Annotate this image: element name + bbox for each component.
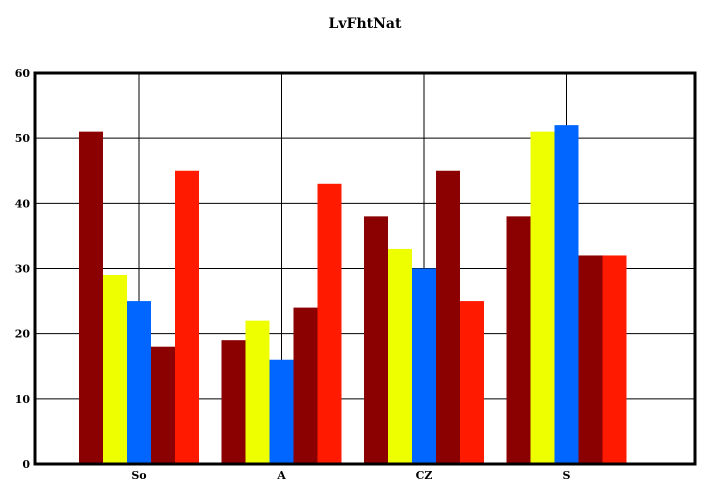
bar-series-2-a — [245, 320, 270, 464]
y-tick-label: 40 — [15, 197, 31, 210]
bar-series-5-s — [602, 255, 627, 464]
x-tick-label: CZ — [416, 469, 433, 482]
bar-series-5-a — [317, 183, 342, 465]
bar-series-5-cz — [460, 301, 484, 464]
x-tick-label: S — [563, 469, 571, 482]
bar-series-3-s — [554, 125, 579, 464]
y-tick-label: 0 — [22, 458, 30, 471]
bar-series-4-so — [151, 346, 175, 464]
x-tick-label: So — [131, 469, 146, 482]
bar-series-5-so — [175, 170, 199, 464]
bar-series-3-cz — [412, 268, 436, 464]
y-tick-label: 10 — [15, 393, 31, 406]
y-tick-label: 60 — [15, 67, 31, 80]
y-tick-label: 20 — [15, 328, 31, 341]
bar-series-1-a — [221, 340, 246, 464]
bar-series-2-so — [103, 275, 127, 464]
chart-title: LvFhtNat — [329, 16, 402, 32]
bar-series-3-a — [269, 359, 294, 464]
bar-series-1-cz — [364, 216, 388, 464]
bar-series-3-so — [127, 301, 151, 464]
y-axis-ticks: 0 10 20 30 40 50 60 — [15, 67, 31, 471]
bar-series-1-so — [79, 131, 103, 464]
bar-series-4-cz — [436, 170, 460, 464]
x-axis-labels: So A CZ S — [131, 469, 570, 482]
bar-series-4-s — [578, 255, 603, 464]
bar-series-2-cz — [388, 248, 412, 464]
y-tick-label: 50 — [15, 132, 31, 145]
bar-series-4-a — [293, 307, 318, 464]
plot-frame — [33, 71, 697, 466]
y-tick-label: 30 — [15, 263, 31, 276]
bars-group — [79, 125, 627, 465]
bar-series-1-s — [506, 216, 531, 464]
bar-series-2-s — [530, 131, 555, 464]
x-tick-label: A — [276, 469, 286, 482]
